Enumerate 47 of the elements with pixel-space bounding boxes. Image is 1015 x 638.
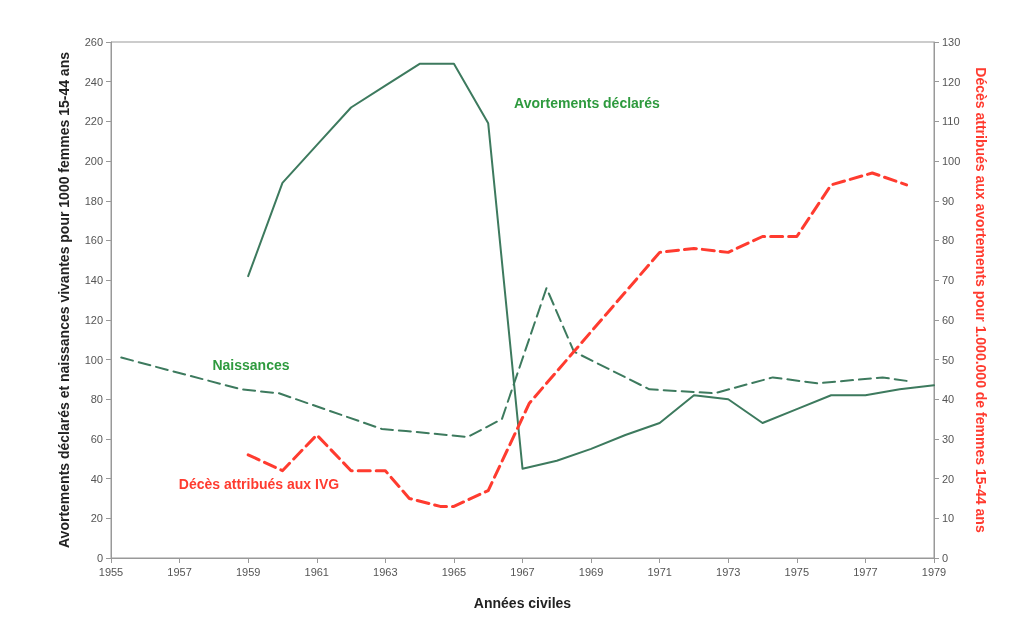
y2-tick-label: 60 <box>942 313 955 326</box>
x-tick-label: 1961 <box>304 565 329 578</box>
y-tick-label: 140 <box>84 274 103 287</box>
x-tick-label: 1977 <box>853 565 878 578</box>
y2-tick-label: 100 <box>942 155 961 168</box>
x-tick-label: 1967 <box>510 565 535 578</box>
y-tick-label: 260 <box>84 36 103 48</box>
y-tick-label: 100 <box>84 353 103 366</box>
y-tick-label: 60 <box>90 432 103 445</box>
y2-tick-label: 30 <box>942 432 955 445</box>
y-axis-title: Avortements déclarés et naissances vivantes pour 1000 femmes 15-44 ans <box>56 51 72 548</box>
y2-tick-label: 110 <box>942 115 960 128</box>
y2-tick-label: 50 <box>942 353 955 366</box>
x-tick-label: 1957 <box>167 565 192 578</box>
y-tick-label: 200 <box>84 155 103 168</box>
x-tick-label: 1955 <box>98 565 124 578</box>
y-tick-label: 220 <box>84 115 103 128</box>
y2-tick-label: 70 <box>942 274 955 287</box>
x-tick-label: 1959 <box>235 565 261 578</box>
y2-tick-label: 40 <box>942 393 955 406</box>
x-tick-label: 1979 <box>921 565 947 578</box>
x-tick-label: 1971 <box>647 565 672 578</box>
x-tick-label: 1973 <box>716 565 741 578</box>
y-tick-label: 160 <box>84 234 103 247</box>
text: Avortements déclarés <box>514 95 661 111</box>
x-axis-title: Années civiles <box>473 595 572 611</box>
y-tick-label: 80 <box>90 393 103 406</box>
y2-tick-label: 90 <box>942 194 955 207</box>
series-label: Décès attribués aux IVG <box>178 476 340 492</box>
y-tick-label: 40 <box>90 472 103 485</box>
y2-tick-label: 120 <box>942 75 961 88</box>
y2-tick-label: 0 <box>942 552 949 564</box>
x-tick-label: 1975 <box>784 565 810 578</box>
y-tick-label: 180 <box>84 194 103 207</box>
y-tick-label: 240 <box>84 75 103 88</box>
x-tick-label: 1965 <box>441 565 467 578</box>
y-tick-label: 20 <box>90 512 103 525</box>
y2-tick-label: 10 <box>942 512 955 525</box>
x-tick-label: 1963 <box>373 565 398 578</box>
y2-tick-label: 20 <box>942 472 955 485</box>
series-label: Naissances <box>212 357 290 373</box>
y-tick-label: 0 <box>96 552 103 564</box>
y2-tick-label: 130 <box>942 36 961 48</box>
y2-tick-label: 80 <box>942 234 955 247</box>
x-tick-label: 1969 <box>578 565 604 578</box>
y-tick-label: 120 <box>84 313 103 326</box>
y2-axis-title: Décès attribués aux avortements pour 1.000.000 de femmes 15-44 ans <box>973 67 989 533</box>
